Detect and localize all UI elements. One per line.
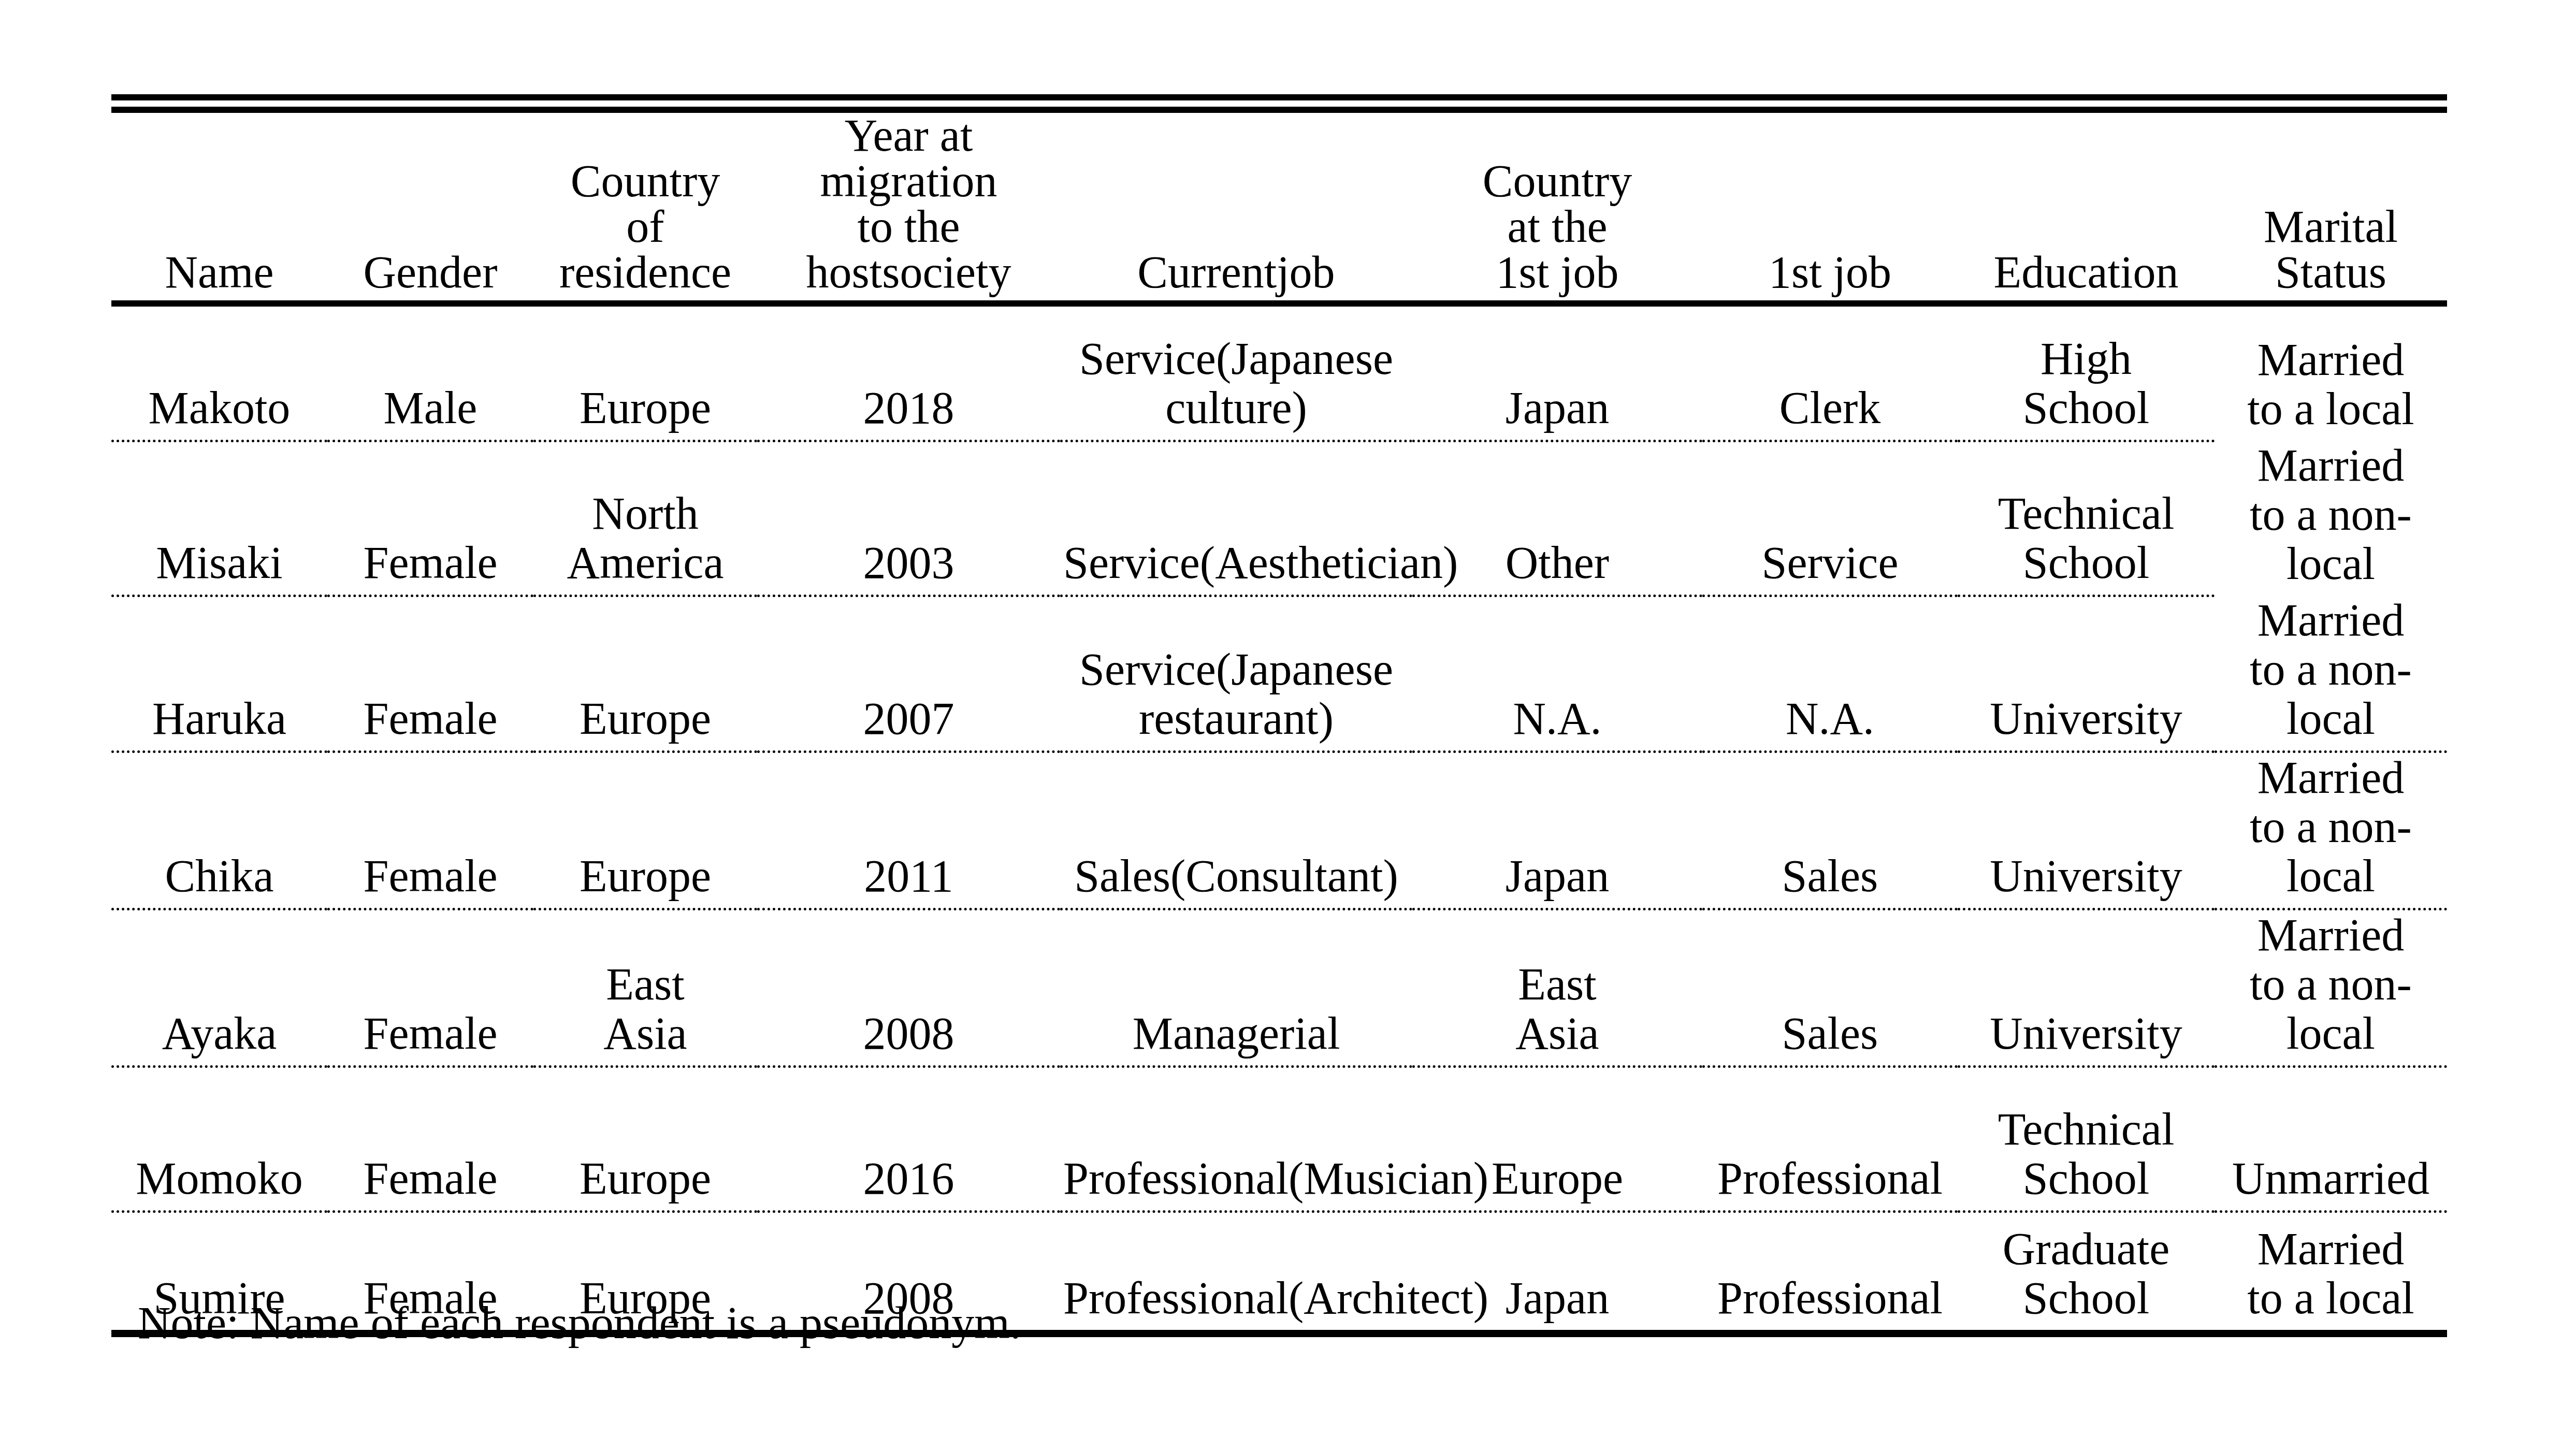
table-cell: Europe [533, 1067, 757, 1212]
column-header-name: Name [111, 113, 327, 303]
table-top-double-rule [111, 94, 2447, 113]
table-cell: Married to a non- local [2215, 909, 2447, 1067]
table-cell: East Asia [533, 909, 757, 1067]
table-cell: University [1958, 752, 2215, 909]
table-cell: Europe [533, 303, 757, 441]
table-cell: Japan [1412, 752, 1702, 909]
table-cell: Married to a non- local [2215, 441, 2447, 596]
table-cell: Married to a non- local [2215, 752, 2447, 909]
table-cell: Professional [1702, 1212, 1958, 1333]
table-cell: University [1958, 909, 2215, 1067]
table-cell: Professional(Architect) [1060, 1212, 1412, 1333]
table-cell: University [1958, 596, 2215, 752]
table-cell: Service(Aesthetician) [1060, 441, 1412, 596]
table-cell: Technical School [1958, 441, 2215, 596]
table-cell: 2003 [757, 441, 1060, 596]
table-cell: Service(Japanese culture) [1060, 303, 1412, 441]
table-cell: Clerk [1702, 303, 1958, 441]
table-cell: Professional [1702, 1067, 1958, 1212]
table-cell: North America [533, 441, 757, 596]
column-header-1st-job: 1st job [1702, 113, 1958, 303]
table-row-chika: Chika Female Europe 2011 Sales(Consultan… [111, 752, 2447, 909]
table-cell: Technical School [1958, 1067, 2215, 1212]
table-cell: Ayaka [111, 909, 327, 1067]
table-cell: Married to a non- local [2215, 596, 2447, 752]
table-cell: East Asia [1412, 909, 1702, 1067]
table-cell: Professional(Musician) [1060, 1067, 1412, 1212]
table-cell: Female [327, 441, 533, 596]
table-cell: Makoto [111, 303, 327, 441]
table-cell: Sales [1702, 752, 1958, 909]
respondents-table: Name Gender Country of residence Year at… [111, 113, 2447, 1337]
table-cell: Married to a local [2215, 1212, 2447, 1333]
column-header-marital-status: Marital Status [2215, 113, 2447, 303]
table-cell: Europe [533, 596, 757, 752]
table-cell: N.A. [1702, 596, 1958, 752]
table-cell: Female [327, 909, 533, 1067]
table-cell: Japan [1412, 303, 1702, 441]
table-cell: Sales(Consultant) [1060, 752, 1412, 909]
column-header-year-at-migration: Year at migration to the hostsociety [757, 113, 1060, 303]
table-row-misaki: Misaki Female North America 2003 Service… [111, 441, 2447, 596]
table-row-ayaka: Ayaka Female East Asia 2008 Managerial E… [111, 909, 2447, 1067]
table-cell: Managerial [1060, 909, 1412, 1067]
table-cell: Service [1702, 441, 1958, 596]
table-cell: 2016 [757, 1067, 1060, 1212]
table-row-haruka: Haruka Female Europe 2007 Service(Japane… [111, 596, 2447, 752]
table-cell: Haruka [111, 596, 327, 752]
table-cell: 2018 [757, 303, 1060, 441]
table-cell: 2011 [757, 752, 1060, 909]
table-note: Note: Name of each respondent is a pseud… [138, 1297, 1021, 1349]
table-cell: Married to a local [2215, 303, 2447, 441]
table-cell: Misaki [111, 441, 327, 596]
header-row: Name Gender Country of residence Year at… [111, 113, 2447, 303]
table-cell: Male [327, 303, 533, 441]
column-header-education: Education [1958, 113, 2215, 303]
table-cell: High School [1958, 303, 2215, 441]
table-row-momoko: Momoko Female Europe 2016 Professional(M… [111, 1067, 2447, 1212]
table-cell: Graduate School [1958, 1212, 2215, 1333]
table-cell: 2007 [757, 596, 1060, 752]
table-cell: Chika [111, 752, 327, 909]
page: { "table": { "headers": [ "Name", "Gende… [0, 0, 2576, 1435]
table-cell: Momoko [111, 1067, 327, 1212]
column-header-country-of-residence: Country of residence [533, 113, 757, 303]
table-cell: Female [327, 596, 533, 752]
table-cell: Europe [533, 752, 757, 909]
column-header-current-job: Currentjob [1060, 113, 1412, 303]
table-cell: Service(Japanese restaurant) [1060, 596, 1412, 752]
table-cell: Sales [1702, 909, 1958, 1067]
table-cell: Female [327, 1067, 533, 1212]
table-cell: Unmarried [2215, 1067, 2447, 1212]
column-header-gender: Gender [327, 113, 533, 303]
table-cell: N.A. [1412, 596, 1702, 752]
column-header-country-at-1st-job: Country at the 1st job [1412, 113, 1702, 303]
table-row-makoto: Makoto Male Europe 2018 Service(Japanese… [111, 303, 2447, 441]
table-cell: 2008 [757, 909, 1060, 1067]
table-cell: Female [327, 752, 533, 909]
